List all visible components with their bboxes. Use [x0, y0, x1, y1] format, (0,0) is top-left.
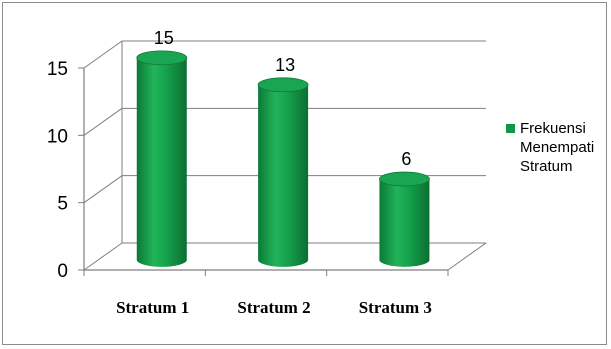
- bar-top: [257, 77, 309, 93]
- bar-body: [258, 84, 309, 267]
- bar-1: [136, 50, 188, 267]
- bar-2: [257, 77, 309, 267]
- bar-top: [136, 50, 188, 66]
- category-labels: Stratum 1 Stratum 2 Stratum 3: [116, 298, 432, 317]
- gridline-diagonal: [83, 175, 123, 204]
- bar-body: [136, 57, 187, 267]
- y-tick-label: 15: [47, 59, 68, 80]
- data-label: 15: [154, 28, 174, 48]
- bar-body: [379, 179, 430, 267]
- chart-walls: [83, 41, 487, 276]
- y-tick-label: 10: [47, 126, 68, 147]
- category-label: Stratum 2: [237, 298, 310, 317]
- category-label: Stratum 1: [116, 298, 189, 317]
- category-label: Stratum 3: [359, 298, 432, 317]
- y-axis-ticks: 0 5 10 15: [47, 59, 84, 282]
- gridline-diagonal: [83, 242, 123, 271]
- y-tick-label: 5: [57, 194, 68, 215]
- bar-top: [379, 171, 430, 187]
- legend-swatch: [506, 124, 515, 133]
- gridline-diagonal: [83, 107, 123, 136]
- bar-3: [379, 171, 430, 267]
- floor-edge: [447, 242, 487, 271]
- legend-label: Frekuensi Menempati Stratum: [520, 120, 595, 175]
- bars: [136, 50, 430, 267]
- data-label: 6: [401, 149, 411, 169]
- data-label: 13: [275, 55, 295, 75]
- gridline-diagonal: [83, 40, 123, 69]
- y-tick-label: 0: [57, 261, 68, 282]
- data-labels: 15 13 6: [154, 28, 412, 169]
